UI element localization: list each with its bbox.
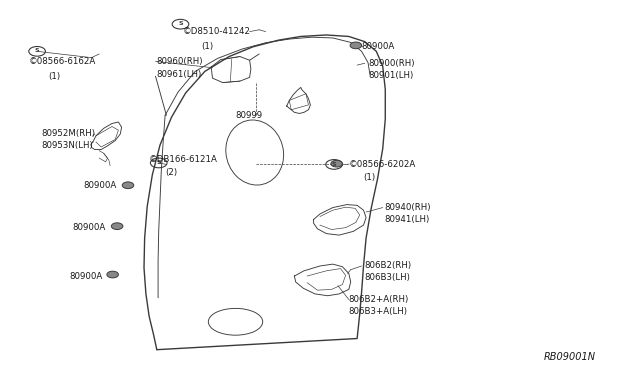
Text: 80901(LH): 80901(LH)	[368, 71, 413, 80]
Text: 806B3(LH): 806B3(LH)	[365, 273, 411, 282]
Text: 80960(RH): 80960(RH)	[157, 57, 204, 66]
Text: 80900A: 80900A	[69, 272, 102, 280]
Text: 806B2+A(RH): 806B2+A(RH)	[349, 295, 409, 304]
Text: 80941(LH): 80941(LH)	[384, 215, 429, 224]
Text: 80999: 80999	[236, 111, 262, 120]
Text: 80900A: 80900A	[72, 223, 106, 232]
Text: ©08566-6162A: ©08566-6162A	[29, 57, 96, 66]
Text: RB09001N: RB09001N	[544, 352, 596, 362]
Text: 80940(RH): 80940(RH)	[384, 203, 431, 212]
Text: (2): (2)	[165, 169, 177, 177]
Text: 80900A: 80900A	[83, 182, 116, 190]
Text: 806B2(RH): 806B2(RH)	[365, 262, 412, 270]
Text: (1): (1)	[364, 173, 376, 182]
Text: S: S	[178, 21, 183, 26]
Circle shape	[122, 182, 134, 189]
Text: 80900A: 80900A	[362, 42, 395, 51]
Circle shape	[107, 271, 118, 278]
Text: ©08566-6202A: ©08566-6202A	[349, 160, 416, 169]
Text: 80952M(RH): 80952M(RH)	[42, 129, 95, 138]
Circle shape	[331, 160, 342, 167]
Text: S: S	[35, 48, 40, 54]
Text: S: S	[156, 160, 161, 165]
Circle shape	[350, 42, 362, 49]
Text: 80900(RH): 80900(RH)	[368, 59, 415, 68]
Text: (1): (1)	[202, 42, 214, 51]
Circle shape	[111, 223, 123, 230]
Text: ©D8510-41242: ©D8510-41242	[182, 27, 250, 36]
Text: 806B3+A(LH): 806B3+A(LH)	[349, 307, 408, 316]
Text: 80961(LH): 80961(LH)	[157, 70, 202, 79]
Text: ©DB166-6121A: ©DB166-6121A	[148, 155, 218, 164]
Text: (1): (1)	[48, 72, 60, 81]
Text: S: S	[332, 161, 337, 167]
Text: 80953N(LH): 80953N(LH)	[42, 141, 93, 150]
